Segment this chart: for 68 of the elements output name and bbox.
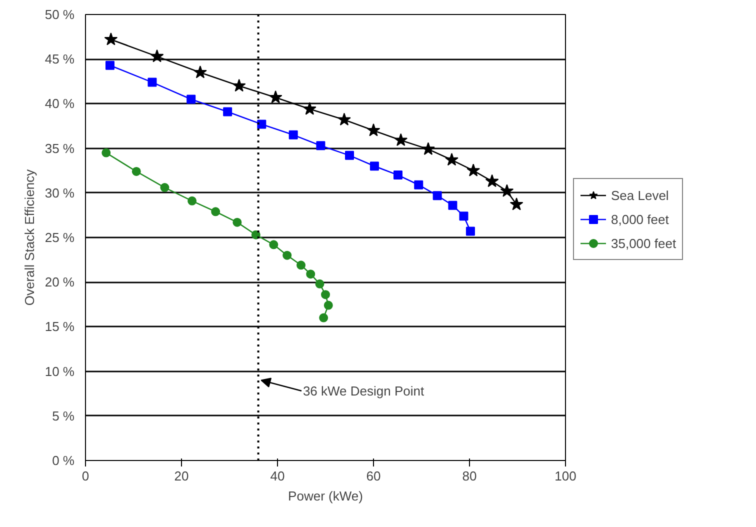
x-tick-label: 100 xyxy=(554,468,576,484)
point xyxy=(316,141,326,150)
point xyxy=(257,120,266,129)
point xyxy=(296,260,306,270)
point xyxy=(232,218,242,227)
y-tick-label: 30 % xyxy=(44,185,75,200)
point xyxy=(448,200,458,210)
point xyxy=(148,78,157,87)
point xyxy=(466,226,475,236)
y-tick-label: 10 % xyxy=(44,364,75,379)
point xyxy=(393,170,402,180)
point xyxy=(251,230,260,240)
point xyxy=(269,240,278,250)
legend-label: 8,000 feet xyxy=(611,212,669,226)
x-axis-title: Power (kWe) xyxy=(288,488,363,504)
point xyxy=(510,197,524,210)
y-tick-label: 40 % xyxy=(44,96,75,112)
point xyxy=(366,123,380,136)
point xyxy=(324,300,333,310)
point xyxy=(288,130,298,140)
point xyxy=(319,313,328,322)
point xyxy=(466,164,480,176)
y-tick-label: 20 % xyxy=(44,274,75,290)
y-axis-title: Overall Stack Efficiency xyxy=(22,168,37,306)
point xyxy=(500,184,514,197)
x-tick-label: 20 xyxy=(174,468,189,484)
point xyxy=(422,142,435,155)
point xyxy=(459,212,468,221)
y-tick-label: 35 % xyxy=(44,140,75,156)
legend-label: Sea Level xyxy=(611,188,669,202)
point xyxy=(485,174,499,188)
point xyxy=(414,180,424,190)
point xyxy=(370,162,379,171)
point xyxy=(211,207,220,216)
y-tick-label: 0 % xyxy=(52,453,75,468)
point xyxy=(188,196,197,206)
point xyxy=(345,150,354,160)
point xyxy=(232,78,246,92)
point xyxy=(338,112,351,126)
x-tick-label: 60 xyxy=(366,468,381,484)
point xyxy=(150,49,164,62)
point xyxy=(321,290,330,300)
annotation: 36 kWe Design Point xyxy=(302,383,424,398)
y-tick-label: 5 % xyxy=(52,408,75,424)
point xyxy=(186,94,196,104)
point xyxy=(268,90,282,104)
point xyxy=(160,183,170,192)
y-tick-label: 50 % xyxy=(44,7,75,22)
y-tick-label: 25 % xyxy=(44,230,75,245)
point xyxy=(132,167,141,176)
point xyxy=(194,65,207,78)
y-tick-label: 45 % xyxy=(44,52,75,67)
point xyxy=(105,60,114,70)
point xyxy=(282,250,292,260)
legend-label: 35,000 feet xyxy=(611,236,676,250)
point xyxy=(445,152,458,166)
point xyxy=(302,102,316,115)
y-tick-label: 15 % xyxy=(44,319,75,334)
point xyxy=(306,270,316,279)
x-tick-label: 80 xyxy=(462,468,477,484)
x-tick-label: 40 xyxy=(270,468,285,484)
point xyxy=(394,133,408,146)
point xyxy=(102,148,111,158)
point xyxy=(432,191,442,200)
x-tick-label: 0 xyxy=(82,468,90,484)
point xyxy=(223,107,232,116)
point xyxy=(315,279,324,288)
point xyxy=(104,32,118,46)
